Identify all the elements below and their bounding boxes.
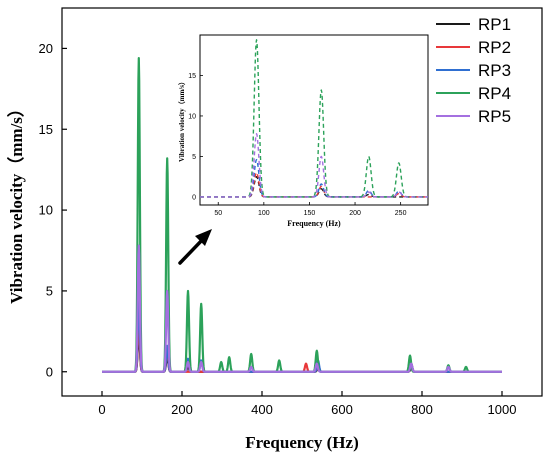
y-tick-label: 5 bbox=[192, 154, 196, 161]
y-tick-label: 20 bbox=[39, 41, 53, 56]
y-tick-label: 10 bbox=[188, 113, 196, 120]
x-tick-label: 250 bbox=[395, 210, 407, 217]
x-tick-label: 200 bbox=[349, 210, 361, 217]
legend-label-rp1: RP1 bbox=[478, 15, 511, 34]
series-line-rp2 bbox=[101, 322, 503, 373]
y-tick-label: 5 bbox=[46, 283, 53, 298]
series-line-rp1 bbox=[101, 330, 503, 373]
x-tick-label: 600 bbox=[331, 402, 353, 417]
x-tick-label: 150 bbox=[304, 210, 316, 217]
x-tick-label: 50 bbox=[214, 210, 222, 217]
main-x-axis-label: Frequency (Hz) bbox=[245, 433, 358, 452]
y-tick-label: 15 bbox=[39, 122, 53, 137]
legend-label-rp4: RP4 bbox=[478, 84, 511, 103]
main-series-lines bbox=[101, 57, 503, 373]
legend: RP1 RP2 RP3 RP4 RP5 bbox=[436, 15, 511, 126]
inset-axis-ticks: 50 100 150 200 250 0 5 10 15 bbox=[188, 73, 406, 217]
y-tick-label: 15 bbox=[188, 73, 196, 80]
inset-series-lines bbox=[199, 39, 429, 198]
series-line-rp5 bbox=[101, 244, 503, 373]
pointer-arrow bbox=[178, 229, 212, 265]
legend-label-rp5: RP5 bbox=[478, 107, 511, 126]
series-line-rp3 bbox=[101, 296, 503, 373]
y-tick-label: 0 bbox=[46, 364, 53, 379]
y-tick-label: 10 bbox=[39, 203, 53, 218]
main-y-axis-label: Vibration velocity（mm/s） bbox=[6, 100, 26, 304]
inset-y-axis-label: Vibration velocity（mm/s） bbox=[178, 78, 186, 162]
x-tick-label: 800 bbox=[411, 402, 433, 417]
series-line-rp5 bbox=[199, 133, 429, 198]
inset-plot-frame bbox=[199, 34, 429, 206]
x-tick-label: 100 bbox=[258, 210, 270, 217]
x-tick-label: 400 bbox=[251, 402, 273, 417]
x-tick-label: 1000 bbox=[488, 402, 517, 417]
legend-label-rp2: RP2 bbox=[478, 38, 511, 57]
main-plot-frame bbox=[61, 7, 543, 397]
legend-label-rp3: RP3 bbox=[478, 61, 511, 80]
x-tick-label: 0 bbox=[98, 402, 105, 417]
inset-x-axis-label: Frequency (Hz) bbox=[287, 219, 341, 228]
x-tick-label: 200 bbox=[171, 402, 193, 417]
y-tick-label: 0 bbox=[192, 194, 196, 201]
